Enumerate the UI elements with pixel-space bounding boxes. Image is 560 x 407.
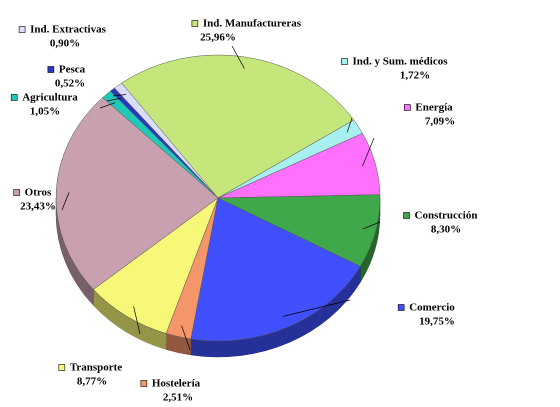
slice-label: Ind. Manufactureras [203,18,302,30]
slice-label: Pesca [59,64,86,76]
legend-swatch [403,212,410,219]
slice-value-label: 1,05% [30,106,60,118]
slice-label: Hostelería [152,378,201,390]
slice [93,197,219,334]
slice [190,197,361,342]
leader-line [61,192,70,211]
slice-value-label: 8,30% [431,224,461,236]
legend-swatch [341,58,348,65]
slice-label: Transporte [70,362,122,374]
legend-swatch [58,364,66,371]
slice-value-label: 2,51% [163,392,193,404]
slice [121,54,355,199]
leader-line [112,94,127,97]
legend-swatch [18,26,26,33]
leader-line [362,137,375,167]
leader-line [181,325,191,351]
leader-line [106,97,121,102]
slice-value-label: 8,77% [77,376,107,388]
leader-line [133,306,141,335]
slice-value-label: 7,09% [425,116,455,128]
leader-line [346,117,353,133]
slice-label: Construcción [415,210,478,222]
slice-label: Agricultura [22,92,78,104]
leader-line [362,221,381,230]
slice-label: Ind. y Sum. médicos [352,56,448,68]
legend-swatch [10,94,18,101]
slice-label: Comercio [409,302,455,314]
slice-value-label: 19,75% [419,316,455,328]
leader-line [99,102,116,109]
slice-label: Ind. Extractivas [30,24,107,36]
slice [55,97,219,290]
legend-swatch [47,66,55,73]
slice-value-label: 25,96% [200,32,236,44]
slice-value-label: 23,43% [20,201,56,213]
leader-line [231,45,245,69]
slice [114,82,219,199]
legend-swatch [191,20,199,27]
legend-swatch [397,304,405,311]
slice-value-label: 0,90% [50,38,80,50]
slice-value-label: 0,52% [55,78,85,90]
legend-swatch [404,104,411,111]
slice-value-label: 1,72% [400,70,430,82]
slice-label: Otros [25,187,52,199]
leader-line [283,299,351,317]
legend-swatch [13,189,20,196]
slice-label: Energía [415,102,453,114]
legend-swatch [140,380,148,387]
